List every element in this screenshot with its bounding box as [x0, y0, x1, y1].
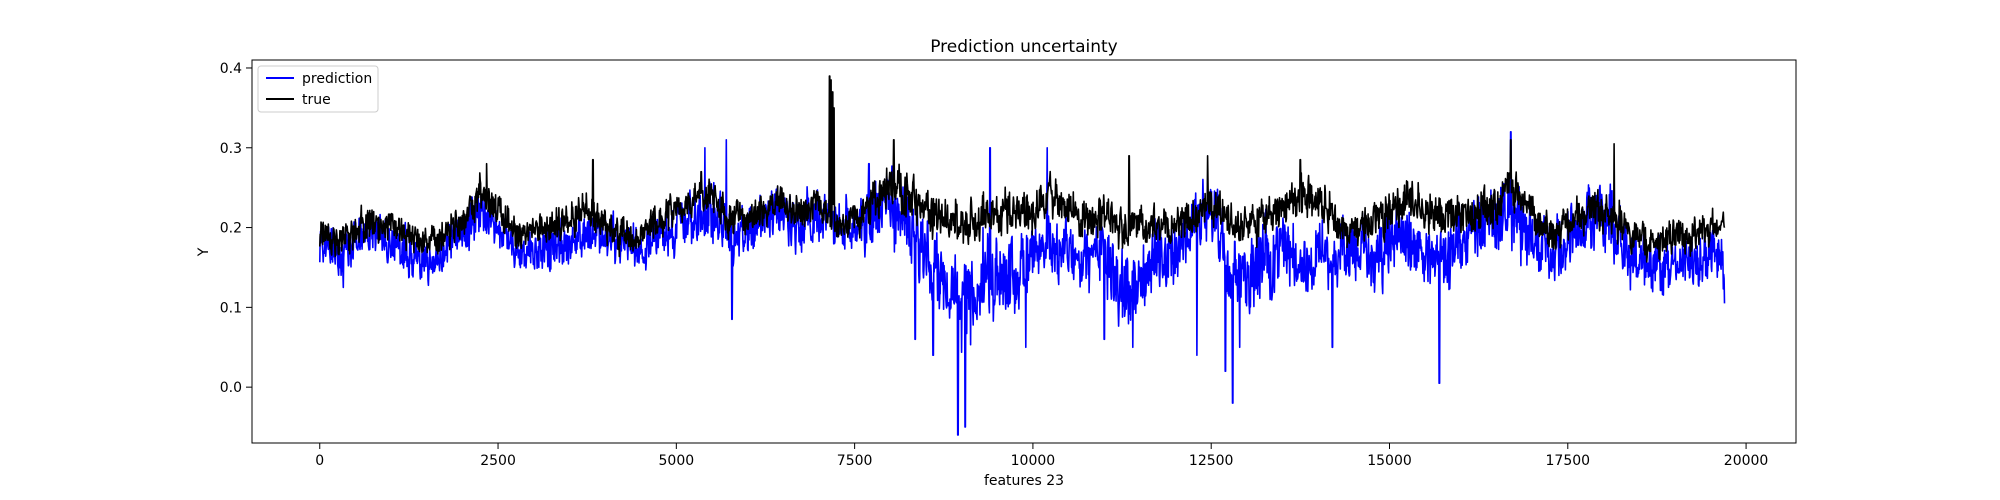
x-tick-label: 10000	[1011, 453, 1056, 469]
chart-title: Prediction uncertainty	[930, 37, 1118, 57]
y-tick-label: 0.1	[220, 300, 242, 316]
y-tick-label: 0.0	[220, 380, 242, 396]
y-tick-label: 0.4	[220, 61, 242, 77]
legend-label-true: true	[302, 92, 331, 108]
plot-area	[251, 59, 1797, 444]
series-layer	[319, 75, 1726, 436]
plot-frame	[251, 59, 1797, 444]
x-tick-label: 17500	[1546, 453, 1591, 469]
x-axis: 0 2500 5000 7500 10000 12500 15000 17500 20000	[315, 443, 1768, 469]
x-tick-label: 20000	[1724, 453, 1769, 469]
x-tick-label: 0	[315, 453, 324, 469]
x-tick-label: 7500	[837, 453, 873, 469]
series-line-true	[319, 75, 1726, 263]
x-tick-label: 5000	[659, 453, 695, 469]
y-tick-label: 0.2	[220, 221, 242, 237]
x-tick-label: 12500	[1189, 453, 1234, 469]
x-tick-label: 15000	[1367, 453, 1412, 469]
y-tick-label: 0.3	[220, 141, 242, 157]
x-axis-label: features 23	[984, 473, 1064, 489]
y-axis-label: Y	[196, 247, 212, 257]
legend: prediction true	[257, 65, 379, 113]
legend-label-prediction: prediction	[302, 71, 372, 87]
x-tick-label: 2500	[480, 453, 516, 469]
y-axis: 0.0 0.1 0.2 0.3 0.4	[220, 61, 252, 396]
